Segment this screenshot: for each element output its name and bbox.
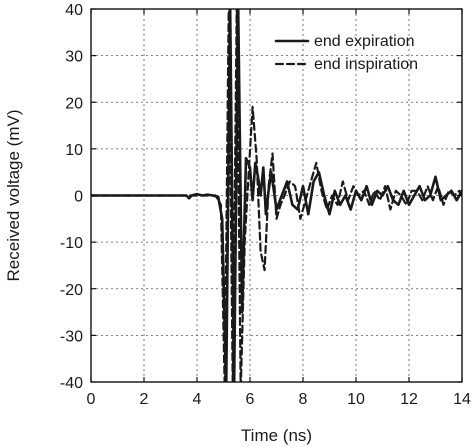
legend: end expiration end inspiration bbox=[274, 33, 418, 73]
series-line-end-inspiration bbox=[91, 9, 462, 382]
y-tick-label: 0 bbox=[74, 189, 83, 206]
x-tick-label: 2 bbox=[140, 391, 149, 408]
series-group bbox=[91, 9, 462, 382]
y-tick-label: 30 bbox=[65, 49, 83, 66]
y-tick-label: 40 bbox=[65, 2, 83, 19]
legend-label: end inspiration bbox=[314, 56, 418, 73]
axis-ticks: 0 2 4 6 8 10 12 14 -40 -30 -20 -10 0 10 20 30 40 bbox=[60, 2, 471, 408]
x-tick-label: 8 bbox=[299, 391, 308, 408]
y-tick-label: 20 bbox=[65, 95, 83, 112]
x-tick-label: 12 bbox=[400, 391, 418, 408]
x-tick-label: 14 bbox=[453, 391, 471, 408]
legend-label: end expiration bbox=[314, 33, 415, 50]
y-axis-label: Received voltage (mV) bbox=[4, 110, 23, 282]
x-tick-label: 0 bbox=[87, 391, 96, 408]
y-tick-label: -30 bbox=[60, 328, 83, 345]
x-tick-label: 10 bbox=[347, 391, 365, 408]
y-tick-label: -20 bbox=[60, 282, 83, 299]
x-tick-label: 4 bbox=[193, 391, 202, 408]
x-axis-label: Time (ns) bbox=[241, 426, 312, 445]
y-tick-label: -10 bbox=[60, 235, 83, 252]
y-tick-label: -40 bbox=[60, 375, 83, 392]
y-tick-label: 10 bbox=[65, 142, 83, 159]
x-tick-label: 6 bbox=[246, 391, 255, 408]
